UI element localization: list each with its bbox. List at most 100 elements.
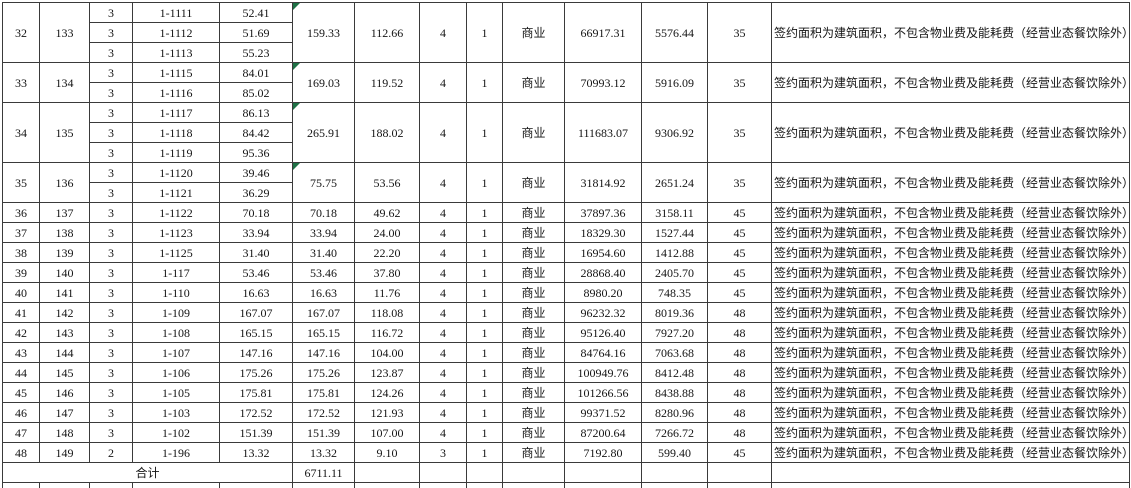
- area-total-cell[interactable]: 167.07: [292, 302, 355, 323]
- unit-no-cell[interactable]: 1-1123: [132, 222, 220, 243]
- count-a-cell[interactable]: 4: [419, 322, 467, 343]
- total-empty-term-cell[interactable]: [707, 462, 772, 483]
- unit-area-cell[interactable]: 172.52: [219, 402, 293, 423]
- usage-cell[interactable]: 商业: [502, 262, 565, 283]
- term-cell[interactable]: 48: [707, 382, 772, 403]
- count-a-cell[interactable]: 4: [419, 222, 467, 243]
- amount-unit-cell[interactable]: 8438.88: [641, 382, 708, 403]
- seq-cell[interactable]: 40: [2, 282, 40, 303]
- seq-cell[interactable]: 45: [2, 382, 40, 403]
- term-cell[interactable]: 48: [707, 302, 772, 323]
- amount-unit-cell[interactable]: 2651.24: [641, 162, 708, 203]
- area-b-cell[interactable]: 49.62: [354, 202, 420, 223]
- term-cell[interactable]: 45: [707, 242, 772, 263]
- term-cell[interactable]: 45: [707, 202, 772, 223]
- amount-unit-cell[interactable]: 8280.96: [641, 402, 708, 423]
- num-cell[interactable]: 145: [39, 362, 90, 383]
- unit-area-cell[interactable]: 84.42: [219, 122, 293, 143]
- usage-cell[interactable]: 商业: [502, 342, 565, 363]
- amount-unit-cell[interactable]: 7266.72: [641, 422, 708, 443]
- unit-no-cell[interactable]: 1-1122: [132, 202, 220, 223]
- floor-cell[interactable]: 3: [89, 42, 133, 63]
- area-total-cell[interactable]: 70.18: [292, 202, 355, 223]
- unit-no-cell[interactable]: 1-103: [132, 402, 220, 423]
- usage-cell[interactable]: 商业: [502, 2, 565, 63]
- floor-cell[interactable]: 3: [89, 342, 133, 363]
- floor-cell[interactable]: 3: [89, 22, 133, 43]
- usage-cell[interactable]: 商业: [502, 62, 565, 103]
- partial-empty-cell[interactable]: [707, 482, 772, 488]
- count-b-cell[interactable]: 1: [466, 322, 503, 343]
- num-cell[interactable]: 149: [39, 442, 90, 463]
- amount-total-cell[interactable]: 99371.52: [564, 402, 642, 423]
- seq-cell[interactable]: 41: [2, 302, 40, 323]
- num-cell[interactable]: 148: [39, 422, 90, 443]
- total-empty-remark-cell[interactable]: [771, 462, 1130, 483]
- floor-cell[interactable]: 3: [89, 182, 133, 203]
- area-b-cell[interactable]: 121.93: [354, 402, 420, 423]
- term-cell[interactable]: 48: [707, 422, 772, 443]
- area-b-cell[interactable]: 37.80: [354, 262, 420, 283]
- unit-area-cell[interactable]: 31.40: [219, 242, 293, 263]
- floor-cell[interactable]: 3: [89, 162, 133, 183]
- seq-cell[interactable]: 33: [2, 62, 40, 103]
- floor-cell[interactable]: 3: [89, 82, 133, 103]
- unit-no-cell[interactable]: 1-1120: [132, 162, 220, 183]
- unit-no-cell[interactable]: 1-1113: [132, 42, 220, 63]
- count-b-cell[interactable]: 1: [466, 242, 503, 263]
- remark-cell[interactable]: 签约面积为建筑面积，不包含物业费及能耗费（经营业态餐饮除外）: [771, 302, 1130, 323]
- amount-unit-cell[interactable]: 7063.68: [641, 342, 708, 363]
- total-empty-count-b-cell[interactable]: [466, 462, 503, 483]
- seq-cell[interactable]: 43: [2, 342, 40, 363]
- amount-unit-cell[interactable]: 1412.88: [641, 242, 708, 263]
- unit-area-cell[interactable]: 55.23: [219, 42, 293, 63]
- area-total-cell[interactable]: 53.46: [292, 262, 355, 283]
- seq-cell[interactable]: 47: [2, 422, 40, 443]
- unit-area-cell[interactable]: 70.18: [219, 202, 293, 223]
- area-total-cell[interactable]: 165.15: [292, 322, 355, 343]
- count-b-cell[interactable]: 1: [466, 2, 503, 63]
- area-b-cell[interactable]: 22.20: [354, 242, 420, 263]
- remark-cell[interactable]: 签约面积为建筑面积，不包含物业费及能耗费（经营业态餐饮除外）: [771, 262, 1130, 283]
- remark-cell[interactable]: 签约面积为建筑面积，不包含物业费及能耗费（经营业态餐饮除外）: [771, 202, 1130, 223]
- usage-cell[interactable]: 商业: [502, 102, 565, 163]
- unit-no-cell[interactable]: 1-109: [132, 302, 220, 323]
- count-a-cell[interactable]: 4: [419, 242, 467, 263]
- remark-cell[interactable]: 签约面积为建筑面积，不包含物业费及能耗费（经营业态餐饮除外）: [771, 242, 1130, 263]
- area-b-cell[interactable]: 24.00: [354, 222, 420, 243]
- count-b-cell[interactable]: 1: [466, 302, 503, 323]
- num-cell[interactable]: 147: [39, 402, 90, 423]
- partial-empty-cell[interactable]: [132, 482, 220, 488]
- amount-unit-cell[interactable]: 3158.11: [641, 202, 708, 223]
- area-total-cell[interactable]: 159.33: [292, 2, 355, 63]
- partial-empty-cell[interactable]: [39, 482, 90, 488]
- floor-cell[interactable]: 3: [89, 302, 133, 323]
- unit-no-cell[interactable]: 1-106: [132, 362, 220, 383]
- amount-unit-cell[interactable]: 5576.44: [641, 2, 708, 63]
- term-cell[interactable]: 35: [707, 102, 772, 163]
- unit-no-cell[interactable]: 1-1112: [132, 22, 220, 43]
- usage-cell[interactable]: 商业: [502, 382, 565, 403]
- unit-no-cell[interactable]: 1-1125: [132, 242, 220, 263]
- num-cell[interactable]: 139: [39, 242, 90, 263]
- amount-total-cell[interactable]: 16954.60: [564, 242, 642, 263]
- amount-unit-cell[interactable]: 7927.20: [641, 322, 708, 343]
- remark-cell[interactable]: 签约面积为建筑面积，不包含物业费及能耗费（经营业态餐饮除外）: [771, 102, 1130, 163]
- amount-unit-cell[interactable]: 748.35: [641, 282, 708, 303]
- count-a-cell[interactable]: 4: [419, 382, 467, 403]
- unit-area-cell[interactable]: 175.26: [219, 362, 293, 383]
- unit-area-cell[interactable]: 147.16: [219, 342, 293, 363]
- count-b-cell[interactable]: 1: [466, 362, 503, 383]
- amount-total-cell[interactable]: 18329.30: [564, 222, 642, 243]
- amount-unit-cell[interactable]: 8412.48: [641, 362, 708, 383]
- seq-cell[interactable]: 32: [2, 2, 40, 63]
- usage-cell[interactable]: 商业: [502, 162, 565, 203]
- floor-cell[interactable]: 3: [89, 262, 133, 283]
- seq-cell[interactable]: 35: [2, 162, 40, 203]
- count-a-cell[interactable]: 4: [419, 342, 467, 363]
- total-empty-usage-cell[interactable]: [502, 462, 565, 483]
- count-a-cell[interactable]: 3: [419, 442, 467, 463]
- count-a-cell[interactable]: 4: [419, 422, 467, 443]
- remark-cell[interactable]: 签约面积为建筑面积，不包含物业费及能耗费（经营业态餐饮除外）: [771, 162, 1130, 203]
- unit-area-cell[interactable]: 52.41: [219, 2, 293, 23]
